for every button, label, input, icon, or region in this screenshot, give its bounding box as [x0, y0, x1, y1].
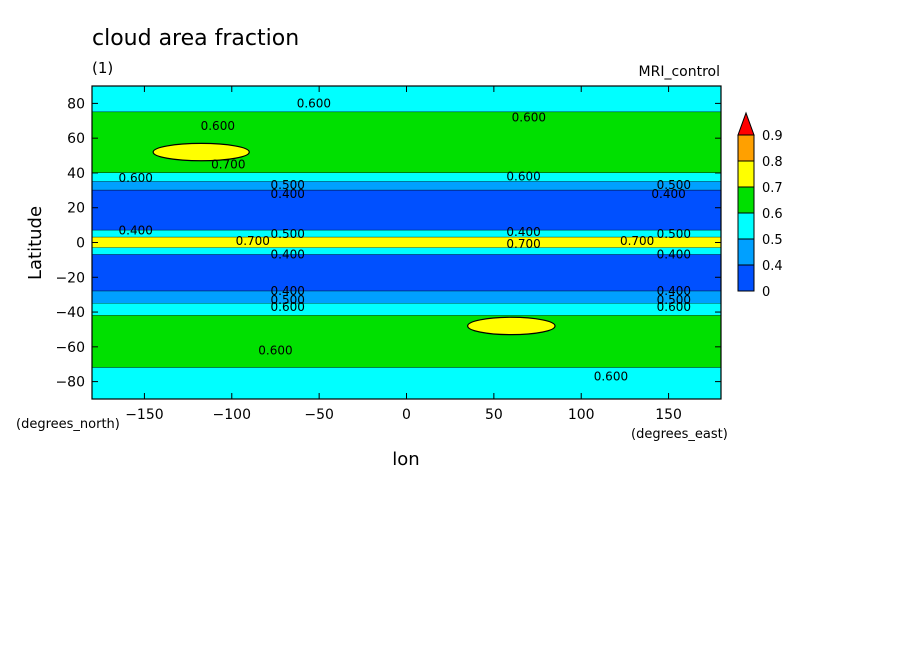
units-label: (1) — [92, 59, 113, 77]
y-tick-label-5: −20 — [55, 270, 85, 286]
lat-band-5 — [92, 230, 721, 238]
x-tick-label-6: 150 — [655, 407, 682, 423]
contour-label-14: 0.700 — [236, 234, 270, 248]
colorbar-label-6: 0.9 — [762, 129, 783, 144]
contour-label-18: 0.400 — [657, 248, 691, 262]
y-tick-label-2: 40 — [67, 166, 85, 182]
x-tick-label-1: −100 — [213, 407, 251, 423]
y-tick-label-7: −60 — [55, 340, 85, 356]
lat-band-6 — [92, 237, 721, 248]
contour-label-2: 0.600 — [201, 119, 235, 133]
x-tick-label-2: −50 — [304, 407, 334, 423]
contour-label-22: 0.500 — [657, 293, 691, 307]
y-tick-label-1: 60 — [67, 131, 85, 147]
lat-band-9 — [92, 291, 721, 304]
lat-band-11 — [92, 315, 721, 368]
lat-band-4 — [92, 190, 721, 231]
lat-band-3 — [92, 181, 721, 191]
plot-area — [92, 86, 721, 400]
contour-label-0: 0.600 — [297, 96, 331, 110]
colorbar-label-2: 0.5 — [762, 233, 783, 248]
y-units-label: (degrees_north) — [16, 417, 120, 432]
contour-label-11: 0.500 — [271, 227, 305, 241]
contour-label-3: 0.700 — [211, 157, 245, 171]
contour-label-13: 0.500 — [657, 227, 691, 241]
contour-label-5: 0.600 — [506, 169, 540, 183]
x-units-label: (degrees_east) — [631, 427, 728, 442]
contour-label-19: 0.400 — [271, 284, 305, 298]
colorbar-label-3: 0.6 — [762, 207, 783, 222]
contour-label-12: 0.400 — [506, 225, 540, 239]
colorbar-box-5 — [737, 134, 755, 162]
lat-band-10 — [92, 303, 721, 316]
experiment-label: MRI_control — [639, 64, 720, 80]
contour-label-21: 0.500 — [271, 293, 305, 307]
colorbar-box-1 — [737, 238, 755, 266]
contour-label-4: 0.600 — [119, 171, 153, 185]
contour-label-7: 0.400 — [271, 187, 305, 201]
y-axis: 80 60 40 20 0 −20 −40 −60 −80 — [55, 96, 721, 391]
contour-label-25: 0.600 — [258, 343, 292, 357]
y-tick-label-3: 20 — [67, 201, 85, 217]
colorbar-box-4 — [737, 160, 755, 188]
contour-label-23: 0.600 — [271, 300, 305, 314]
contour-label-15: 0.700 — [506, 237, 540, 251]
contour-label-26: 0.600 — [594, 369, 628, 383]
colorbar-label-5: 0.8 — [762, 155, 783, 170]
colorbar-extend-arrow — [737, 111, 755, 136]
contour-label-24: 0.600 — [657, 300, 691, 314]
x-tick-label-3: 0 — [402, 407, 411, 423]
contour-label-16: 0.700 — [620, 234, 654, 248]
colorbar-label-4: 0.7 — [762, 181, 783, 196]
y-axis-title: Latitude — [25, 206, 46, 280]
lat-band-1 — [92, 112, 721, 173]
contour-patch-1 — [467, 316, 556, 336]
contour-label-6: 0.500 — [271, 178, 305, 192]
y-tick-label-8: −80 — [55, 375, 85, 391]
colorbar-box-3 — [737, 186, 755, 214]
contour-label-20: 0.400 — [657, 284, 691, 298]
colorbar-box-0 — [737, 264, 755, 292]
x-tick-label-0: −150 — [125, 407, 163, 423]
contour-label-1: 0.600 — [512, 110, 546, 124]
x-axis: −150 −100 −50 0 50 100 150 — [125, 86, 682, 423]
lat-band-8 — [92, 254, 721, 292]
colorbar-box-2 — [737, 212, 755, 240]
x-tick-label-5: 100 — [568, 407, 595, 423]
contour-label-9: 0.400 — [651, 187, 685, 201]
y-tick-label-0: 80 — [67, 96, 85, 112]
y-tick-label-4: 0 — [76, 236, 85, 252]
lat-band-2 — [92, 172, 721, 182]
y-tick-label-6: −40 — [55, 305, 85, 321]
lat-band-7 — [92, 247, 721, 255]
chart-title: cloud area fraction — [92, 26, 299, 51]
contour-patch-0 — [152, 142, 250, 162]
contour-label-17: 0.400 — [271, 248, 305, 262]
x-axis-title: lon — [392, 449, 419, 470]
colorbar-label-1: 0.4 — [762, 259, 783, 274]
contour-label-10: 0.400 — [119, 223, 153, 237]
colorbar: 0 0.4 0.5 0.6 0.7 0.8 0.9 — [737, 111, 783, 300]
x-tick-label-4: 50 — [485, 407, 503, 423]
colorbar-label-0: 0 — [762, 285, 770, 300]
contour-label-8: 0.500 — [657, 178, 691, 192]
